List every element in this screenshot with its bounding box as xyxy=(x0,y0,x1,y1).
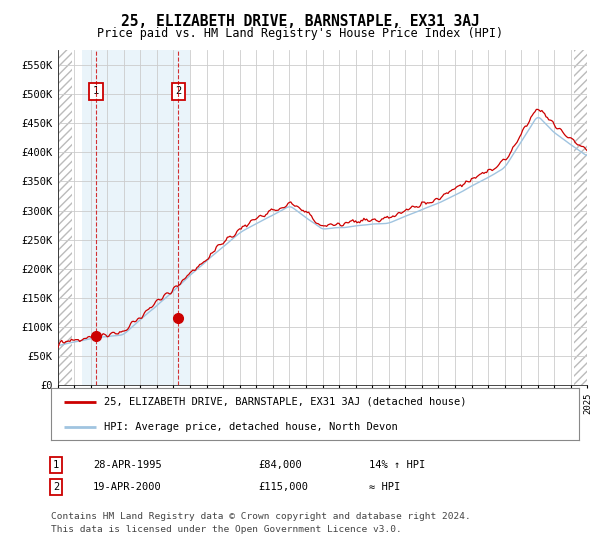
Text: 1: 1 xyxy=(93,86,99,96)
Text: HPI: Average price, detached house, North Devon: HPI: Average price, detached house, Nort… xyxy=(104,422,398,432)
Text: 28-APR-1995: 28-APR-1995 xyxy=(93,460,162,470)
Text: £84,000: £84,000 xyxy=(258,460,302,470)
Text: Price paid vs. HM Land Registry's House Price Index (HPI): Price paid vs. HM Land Registry's House … xyxy=(97,27,503,40)
Text: 2: 2 xyxy=(175,86,182,96)
Text: 19-APR-2000: 19-APR-2000 xyxy=(93,482,162,492)
Bar xyxy=(82,50,190,385)
Text: 2: 2 xyxy=(53,482,59,492)
Text: £115,000: £115,000 xyxy=(258,482,308,492)
Text: 1: 1 xyxy=(53,460,59,470)
Text: 25, ELIZABETH DRIVE, BARNSTAPLE, EX31 3AJ (detached house): 25, ELIZABETH DRIVE, BARNSTAPLE, EX31 3A… xyxy=(104,397,466,407)
Text: 25, ELIZABETH DRIVE, BARNSTAPLE, EX31 3AJ: 25, ELIZABETH DRIVE, BARNSTAPLE, EX31 3A… xyxy=(121,14,479,29)
Text: 14% ↑ HPI: 14% ↑ HPI xyxy=(369,460,425,470)
Bar xyxy=(574,50,587,385)
Bar xyxy=(58,50,71,385)
Text: Contains HM Land Registry data © Crown copyright and database right 2024.
This d: Contains HM Land Registry data © Crown c… xyxy=(51,512,471,534)
Text: ≈ HPI: ≈ HPI xyxy=(369,482,400,492)
